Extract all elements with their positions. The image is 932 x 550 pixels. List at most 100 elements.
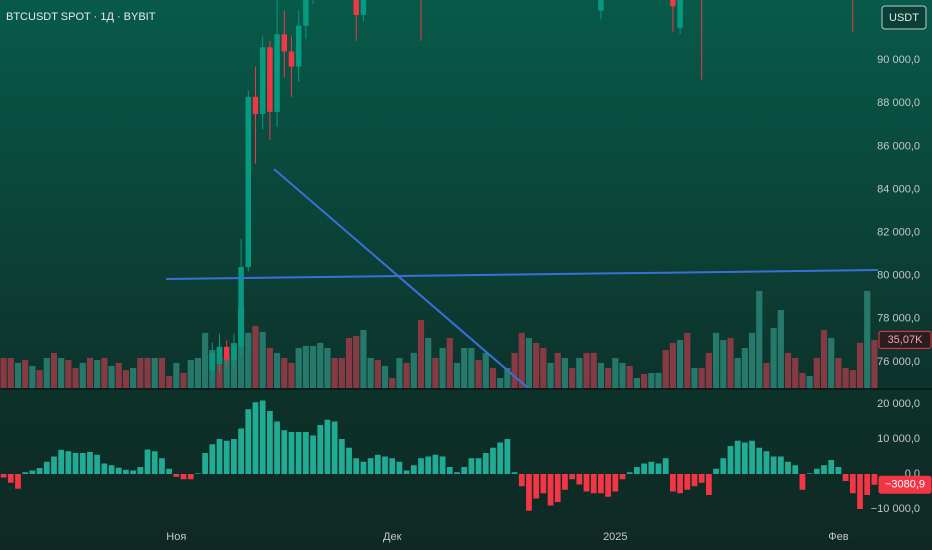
histogram-bar	[302, 432, 309, 474]
histogram-bar	[497, 442, 504, 474]
histogram-bar	[108, 465, 115, 474]
histogram-bar	[727, 446, 734, 474]
y-tick-label: 86 000,0	[877, 140, 920, 152]
histogram-bar	[43, 461, 50, 474]
histogram-bar	[410, 465, 417, 474]
volume-bar	[554, 352, 561, 388]
volume-bar	[864, 290, 871, 388]
histogram-bar	[195, 473, 201, 474]
histogram-bar	[741, 442, 748, 474]
histogram-bar	[569, 474, 576, 480]
histogram-bar	[353, 458, 360, 474]
candle-body	[252, 96, 259, 115]
volume-bar	[122, 370, 130, 388]
histogram-bar	[403, 470, 410, 474]
histogram-bar	[461, 467, 468, 474]
histogram-bar	[691, 474, 698, 487]
volume-bar	[367, 357, 374, 388]
value-label: 35,07K	[888, 334, 924, 346]
trend-line	[273, 168, 529, 388]
volume-bar	[453, 362, 461, 388]
volume-bar	[288, 362, 295, 388]
currency-label[interactable]: USDT	[889, 12, 919, 24]
volume-bar	[828, 337, 835, 388]
volume-bar	[806, 375, 813, 388]
volume-bar	[482, 352, 489, 388]
candle-body	[353, 0, 359, 15]
volume-bar	[784, 352, 792, 388]
volume-bar	[36, 370, 43, 388]
volume-bar	[705, 352, 712, 388]
histogram-bar	[490, 447, 496, 474]
volume-bar	[756, 290, 763, 388]
volume-bar	[691, 367, 698, 388]
histogram-bar	[655, 463, 662, 474]
histogram-bar	[209, 444, 216, 474]
volume-bar	[849, 370, 856, 388]
value-badge	[878, 330, 932, 349]
histogram-bar	[15, 474, 21, 489]
volume-bar	[446, 337, 453, 388]
histogram-bar	[698, 474, 705, 483]
candle-body	[238, 267, 244, 347]
histogram-bar	[115, 467, 122, 474]
volume-bar	[7, 357, 14, 388]
volume-bar	[14, 362, 22, 388]
histogram-bar	[79, 453, 86, 474]
histogram-bar	[648, 461, 655, 474]
volume-bar	[669, 342, 676, 388]
volume-bar	[252, 325, 259, 388]
volume-bar	[245, 332, 252, 388]
volume-bar	[130, 367, 137, 388]
volume-bar	[727, 337, 734, 388]
volume-bar	[317, 342, 324, 388]
histogram-bar	[864, 474, 871, 495]
histogram-bar	[612, 474, 619, 492]
x-tick-label: Дек	[383, 531, 402, 543]
histogram-bar	[238, 428, 244, 474]
volume-bar	[475, 360, 482, 388]
histogram-bar	[540, 474, 547, 494]
volume-bar	[273, 352, 281, 388]
histogram-bar	[94, 454, 101, 474]
histogram-bar	[22, 472, 29, 474]
volume-bar	[684, 332, 691, 388]
candle-body	[259, 47, 266, 115]
volume-bar	[813, 357, 820, 388]
histogram-bar	[36, 468, 43, 474]
histogram-bar	[785, 461, 791, 474]
candle-body	[288, 51, 295, 67]
candle-body	[274, 34, 280, 112]
histogram-bar	[159, 458, 165, 474]
volume-bar	[108, 365, 115, 388]
currency-badge[interactable]	[881, 5, 927, 30]
histogram-bar	[266, 411, 273, 474]
drawings	[165, 168, 878, 388]
histogram-bar	[576, 474, 583, 485]
volume-bar	[173, 362, 180, 388]
y-tick-label: 10 000,0	[877, 433, 920, 445]
histogram-bar	[223, 440, 230, 474]
volume-bar	[619, 362, 626, 388]
histogram-bar	[670, 474, 676, 492]
volume-bar	[403, 362, 410, 388]
histogram-bar	[360, 461, 367, 474]
volume-bar	[94, 360, 101, 388]
volume-bar	[612, 357, 619, 388]
value-badge	[878, 475, 932, 494]
volume-bar	[22, 360, 29, 388]
histogram-bar	[749, 440, 755, 474]
volume-bar	[871, 339, 878, 388]
volume-bar	[856, 342, 864, 388]
histogram-bar	[770, 456, 777, 474]
trend-line	[165, 269, 878, 280]
volume-bar	[590, 352, 597, 388]
volume-bar	[518, 332, 525, 388]
volume-bar	[777, 309, 784, 388]
y-tick-label: 80 000,0	[877, 270, 920, 282]
histogram-bar	[518, 474, 525, 487]
volume-bar	[58, 357, 65, 388]
volume-bar	[605, 367, 612, 388]
volume-bar	[583, 352, 590, 388]
